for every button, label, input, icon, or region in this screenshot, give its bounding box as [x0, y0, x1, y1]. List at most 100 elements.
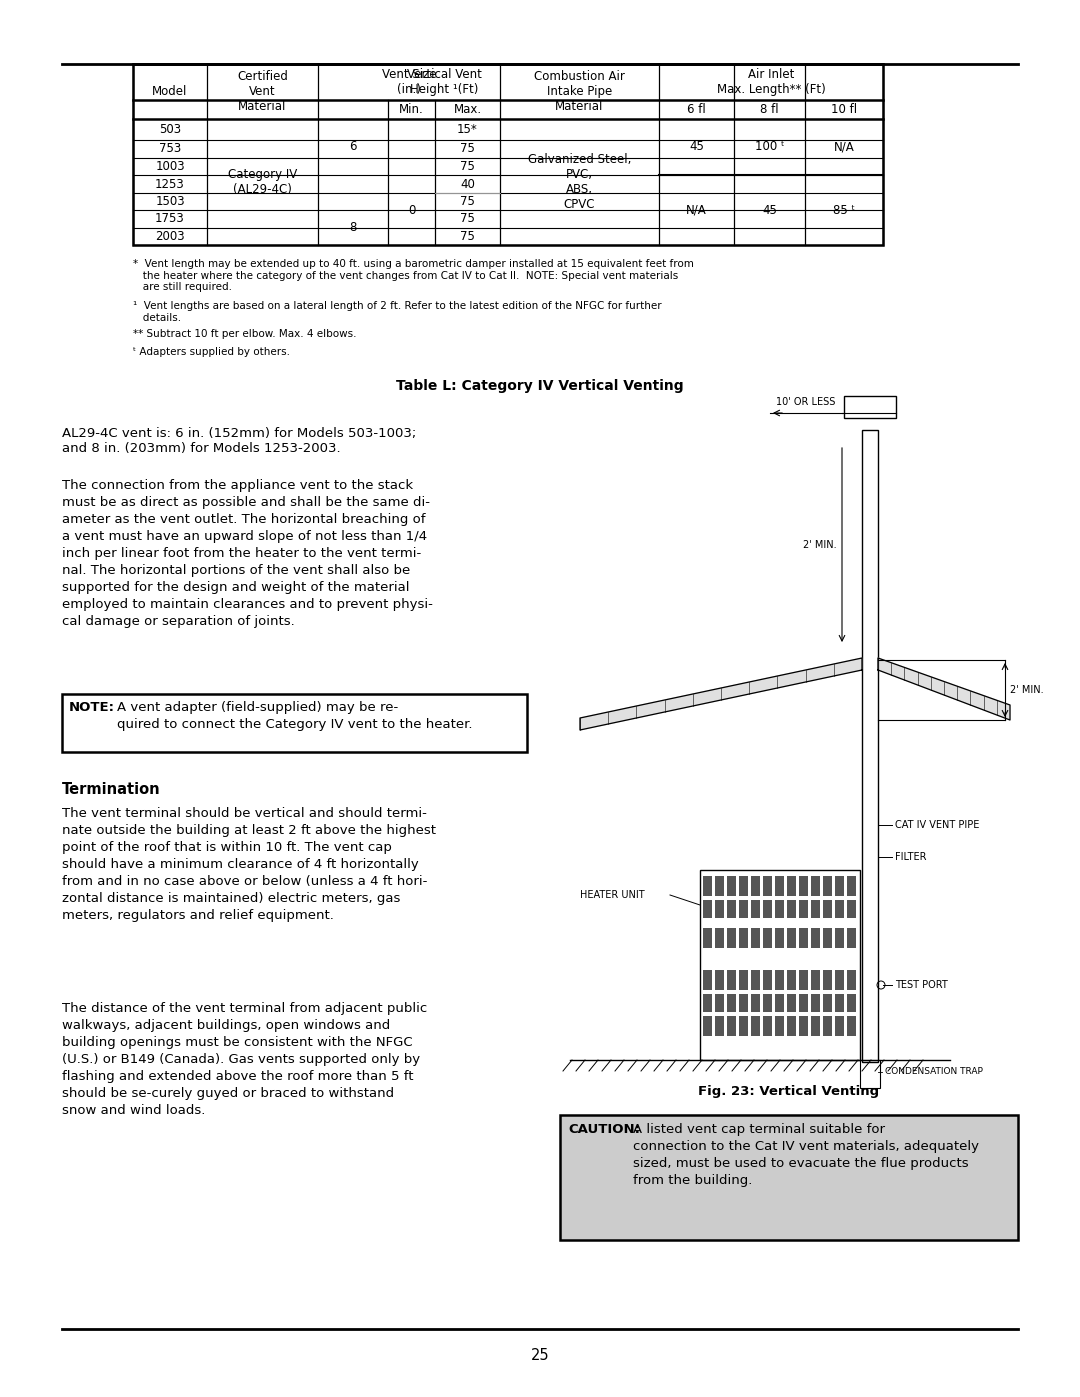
Text: CAUTION:: CAUTION: [568, 1123, 640, 1136]
Text: Air Inlet
Max. Length** (Ft): Air Inlet Max. Length** (Ft) [717, 68, 825, 96]
Bar [843, 395, 896, 418]
Bar [751, 970, 760, 990]
Bar [775, 876, 784, 895]
Text: 1503: 1503 [156, 196, 185, 208]
Bar [751, 1016, 760, 1037]
Text: Certified
Vent
Material: Certified Vent Material [238, 70, 288, 113]
Bar [799, 995, 808, 1011]
Text: 2' MIN.: 2' MIN. [804, 541, 837, 550]
Text: ** Subtract 10 ft per elbow. Max. 4 elbows.: ** Subtract 10 ft per elbow. Max. 4 elbo… [133, 330, 356, 339]
Bar [727, 900, 735, 918]
Bar [823, 928, 832, 949]
Bar [787, 995, 796, 1011]
Bar [775, 970, 784, 990]
Text: Vertical Vent
Height ¹(Ft): Vertical Vent Height ¹(Ft) [406, 68, 482, 96]
Bar [823, 1016, 832, 1037]
Bar [811, 970, 820, 990]
Text: 2' MIN.: 2' MIN. [1010, 685, 1043, 694]
Bar [775, 995, 784, 1011]
Bar [775, 1016, 784, 1037]
Text: CONDENSATION TRAP: CONDENSATION TRAP [885, 1067, 983, 1077]
Bar [703, 876, 712, 895]
Bar [62, 694, 527, 752]
Bar [739, 970, 748, 990]
Bar [762, 970, 772, 990]
Bar [762, 928, 772, 949]
Bar [762, 876, 772, 895]
Bar [799, 928, 808, 949]
Text: 503: 503 [159, 123, 181, 136]
Bar [762, 995, 772, 1011]
Text: ᵗ Adapters supplied by others.: ᵗ Adapters supplied by others. [133, 346, 291, 358]
Bar [787, 876, 796, 895]
Text: Min.: Min. [400, 103, 423, 116]
Text: 0: 0 [408, 204, 415, 217]
Bar [823, 900, 832, 918]
Bar [715, 876, 724, 895]
Bar [847, 995, 856, 1011]
Text: 75: 75 [460, 142, 475, 155]
Text: Category IV
(AL29-4C): Category IV (AL29-4C) [228, 168, 297, 196]
Bar [835, 928, 843, 949]
Bar [847, 876, 856, 895]
Text: Fig. 23: Vertical Venting: Fig. 23: Vertical Venting [699, 1085, 879, 1098]
Text: Galvanized Steel,
PVC,
ABS,
CPVC: Galvanized Steel, PVC, ABS, CPVC [528, 154, 631, 211]
Text: NOTE:: NOTE: [69, 701, 114, 714]
Bar [787, 900, 796, 918]
Bar [739, 900, 748, 918]
Text: 6 fl: 6 fl [687, 103, 706, 116]
Text: 45: 45 [689, 141, 704, 154]
Bar [739, 1016, 748, 1037]
Text: 8 fl: 8 fl [760, 103, 779, 116]
Bar [835, 995, 843, 1011]
Text: The distance of the vent terminal from adjacent public
walkways, adjacent buildi: The distance of the vent terminal from a… [62, 1002, 428, 1118]
Polygon shape [878, 658, 1010, 719]
Bar [700, 870, 860, 1060]
Text: HEATER UNIT: HEATER UNIT [580, 890, 645, 900]
Bar [811, 995, 820, 1011]
Bar [703, 928, 712, 949]
Bar [823, 995, 832, 1011]
Bar [775, 900, 784, 918]
Bar [739, 876, 748, 895]
Bar [799, 876, 808, 895]
Bar [787, 928, 796, 949]
Text: 1753: 1753 [156, 212, 185, 225]
Bar [823, 876, 832, 895]
Bar [703, 995, 712, 1011]
Bar [835, 900, 843, 918]
Text: A listed vent cap terminal suitable for
connection to the Cat IV vent materials,: A listed vent cap terminal suitable for … [633, 1123, 978, 1187]
Text: 75: 75 [460, 212, 475, 225]
Bar [860, 1060, 880, 1088]
Bar [739, 928, 748, 949]
Text: 10' OR LESS: 10' OR LESS [777, 397, 836, 407]
Text: 75: 75 [460, 196, 475, 208]
Bar [811, 900, 820, 918]
Bar [727, 970, 735, 990]
Bar [727, 1016, 735, 1037]
Bar [762, 1016, 772, 1037]
Text: 25: 25 [530, 1348, 550, 1363]
Bar [835, 876, 843, 895]
Text: 1253: 1253 [156, 177, 185, 190]
Bar [561, 1115, 1018, 1241]
Text: FILTER: FILTER [895, 852, 927, 862]
Bar [835, 1016, 843, 1037]
Bar [823, 970, 832, 990]
Text: Max.: Max. [454, 103, 482, 116]
Text: 85 ᵗ: 85 ᵗ [833, 204, 855, 217]
Text: N/A: N/A [834, 141, 854, 154]
Bar [787, 1016, 796, 1037]
Text: 8: 8 [349, 221, 356, 235]
Text: 1003: 1003 [156, 161, 185, 173]
Polygon shape [580, 658, 862, 731]
Bar [133, 64, 883, 244]
Text: AL29-4C vent is: 6 in. (152mm) for Models 503-1003;
and 8 in. (203mm) for Models: AL29-4C vent is: 6 in. (152mm) for Model… [62, 427, 416, 455]
Bar [703, 1016, 712, 1037]
Bar [847, 1016, 856, 1037]
Bar [751, 995, 760, 1011]
Text: A vent adapter (field-supplied) may be re-
quired to connect the Category IV ven: A vent adapter (field-supplied) may be r… [117, 701, 473, 731]
Bar [703, 900, 712, 918]
Text: 100 ᵗ: 100 ᵗ [755, 141, 784, 154]
Bar [862, 430, 878, 1062]
